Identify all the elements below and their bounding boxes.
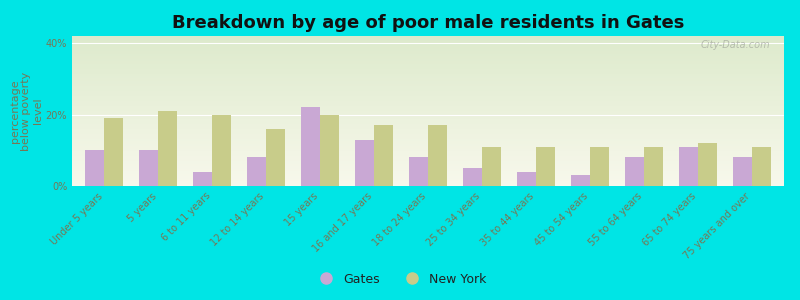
Bar xyxy=(698,143,717,186)
Legend: Gates, New York: Gates, New York xyxy=(309,268,491,291)
Bar xyxy=(86,150,104,186)
Bar xyxy=(72,134,784,136)
Bar xyxy=(72,66,784,68)
Bar xyxy=(625,158,644,186)
Bar xyxy=(72,38,784,41)
Bar xyxy=(752,147,770,186)
Bar xyxy=(212,115,231,186)
Bar xyxy=(247,158,266,186)
Bar xyxy=(72,86,784,88)
Bar xyxy=(302,107,320,186)
Bar xyxy=(72,68,784,71)
Bar xyxy=(72,116,784,119)
Bar xyxy=(266,129,285,186)
Bar xyxy=(409,158,428,186)
Bar xyxy=(72,44,784,46)
Bar xyxy=(72,106,784,109)
Bar xyxy=(72,109,784,111)
Bar xyxy=(72,111,784,113)
Bar xyxy=(72,46,784,49)
Bar xyxy=(72,124,784,126)
Text: City-Data.com: City-Data.com xyxy=(700,40,770,50)
Bar xyxy=(571,175,590,186)
Bar xyxy=(104,118,123,186)
Bar xyxy=(72,139,784,141)
Bar xyxy=(374,125,393,186)
Bar xyxy=(72,151,784,154)
Y-axis label: percentage
below poverty
level: percentage below poverty level xyxy=(10,71,43,151)
Bar xyxy=(72,128,784,131)
Bar xyxy=(72,113,784,116)
Bar xyxy=(72,164,784,166)
Bar xyxy=(355,140,374,186)
Bar xyxy=(72,136,784,139)
Bar xyxy=(72,91,784,94)
Bar xyxy=(72,94,784,96)
Bar xyxy=(72,49,784,51)
Bar xyxy=(72,101,784,104)
Bar xyxy=(72,81,784,83)
Bar xyxy=(72,131,784,134)
Bar xyxy=(72,181,784,184)
Bar xyxy=(72,161,784,164)
Bar xyxy=(72,103,784,106)
Bar xyxy=(158,111,177,186)
Bar xyxy=(72,76,784,79)
Bar xyxy=(72,51,784,53)
Bar xyxy=(72,53,784,56)
Bar xyxy=(428,125,447,186)
Bar xyxy=(72,156,784,158)
Bar xyxy=(72,41,784,43)
Bar xyxy=(72,64,784,66)
Bar xyxy=(72,154,784,156)
Bar xyxy=(72,166,784,169)
Bar xyxy=(72,146,784,148)
Bar xyxy=(517,172,536,186)
Bar xyxy=(72,148,784,151)
Bar xyxy=(72,178,784,181)
Bar xyxy=(320,115,339,186)
Bar xyxy=(139,150,158,186)
Bar xyxy=(590,147,609,186)
Bar xyxy=(72,58,784,61)
Bar xyxy=(733,158,752,186)
Bar xyxy=(72,169,784,171)
Bar xyxy=(72,98,784,101)
Bar xyxy=(72,176,784,178)
Bar xyxy=(72,126,784,128)
Bar xyxy=(679,147,698,186)
Bar xyxy=(72,118,784,121)
Bar xyxy=(72,171,784,173)
Bar xyxy=(536,147,554,186)
Bar xyxy=(72,143,784,146)
Bar xyxy=(482,147,501,186)
Bar xyxy=(72,36,784,38)
Bar xyxy=(194,172,212,186)
Bar xyxy=(72,88,784,91)
Bar xyxy=(72,83,784,86)
Bar xyxy=(72,184,784,186)
Title: Breakdown by age of poor male residents in Gates: Breakdown by age of poor male residents … xyxy=(172,14,684,32)
Bar xyxy=(463,168,482,186)
Bar xyxy=(72,61,784,64)
Bar xyxy=(72,96,784,98)
Bar xyxy=(72,173,784,176)
Bar xyxy=(72,121,784,124)
Bar xyxy=(644,147,662,186)
Bar xyxy=(72,79,784,81)
Bar xyxy=(72,56,784,58)
Bar xyxy=(72,158,784,161)
Bar xyxy=(72,141,784,143)
Bar xyxy=(72,74,784,76)
Bar xyxy=(72,71,784,74)
